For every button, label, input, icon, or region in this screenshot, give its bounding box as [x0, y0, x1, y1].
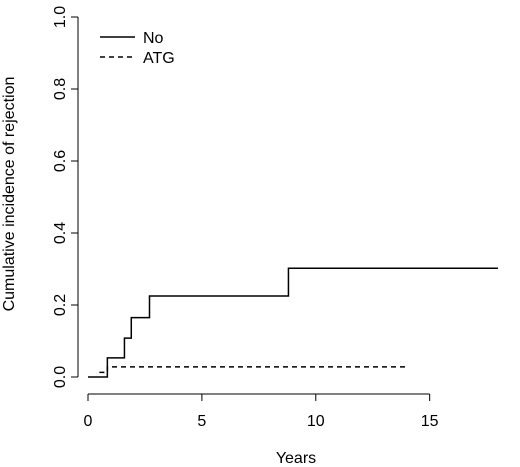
- y-tick-label: 0.8: [52, 78, 69, 100]
- x-tick-label: 10: [307, 413, 325, 430]
- series-line-no: [88, 267, 498, 378]
- x-tick-label: 0: [84, 413, 93, 430]
- series-line-atg: [99, 366, 407, 374]
- y-axis-title: Cumulative incidence of rejection: [1, 77, 18, 312]
- y-tick-label: 0.0: [52, 366, 69, 388]
- y-tick-label: 0.4: [52, 222, 69, 244]
- y-tick-label: 1.0: [52, 6, 69, 28]
- y-tick-label: 0.6: [52, 150, 69, 172]
- axes: 0.0 0.2 0.4 0.6 0.8 1.0 0 5 10 15: [52, 6, 439, 430]
- x-tick-label: 15: [421, 413, 439, 430]
- x-axis-title: Years: [276, 450, 316, 467]
- plot-area: [88, 267, 498, 378]
- legend-label-no: No: [143, 30, 164, 47]
- x-tick-label: 5: [197, 413, 206, 430]
- legend-label-atg: ATG: [143, 50, 175, 67]
- y-tick-label: 0.2: [52, 294, 69, 316]
- legend: No ATG: [100, 30, 175, 67]
